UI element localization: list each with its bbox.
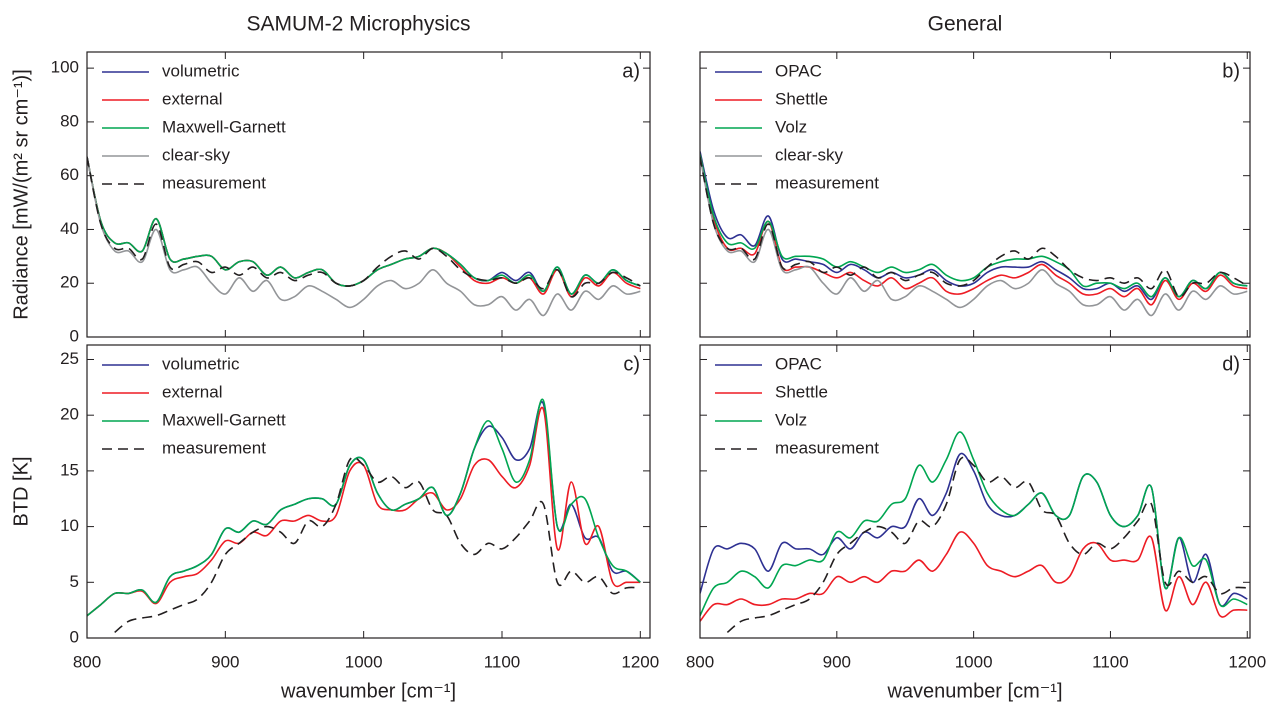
legend-label: volumetric: [162, 354, 240, 373]
legend-label: external: [162, 89, 222, 108]
legend-label: Maxwell-Garnett: [162, 117, 286, 136]
y-tick-label: 5: [70, 572, 79, 591]
y-tick-label: 10: [60, 516, 79, 535]
series-line: [700, 156, 1248, 317]
legend-label: measurement: [775, 438, 879, 457]
x-tick-label: 1200: [621, 652, 659, 671]
x-tick-label: 800: [73, 652, 101, 671]
x-tick-label: 1100: [1092, 652, 1129, 671]
series-line: [700, 154, 1248, 306]
series-line: [726, 456, 1248, 634]
panel-label: b): [1222, 60, 1240, 82]
legend-label: OPAC: [775, 354, 822, 373]
series-line: [700, 151, 1248, 301]
y-tick-label: 20: [60, 405, 79, 424]
legend-label: OPAC: [775, 61, 822, 80]
x-tick-label: 900: [823, 652, 851, 671]
x-tick-label: 800: [686, 652, 714, 671]
legend-label: Maxwell-Garnett: [162, 410, 286, 429]
legend-label: measurement: [162, 173, 266, 192]
y-tick-label: 15: [60, 460, 79, 479]
legend-label: external: [162, 382, 222, 401]
x-tick-label: 900: [211, 652, 239, 671]
legend-label: Shettle: [775, 89, 828, 108]
series-line: [87, 398, 641, 617]
y-tick-label: 0: [70, 627, 79, 646]
y-tick-label: 60: [60, 165, 79, 184]
legend-label: measurement: [162, 438, 266, 457]
x-tick-label: 1200: [1228, 652, 1266, 671]
x-tick-label: 1100: [484, 652, 521, 671]
y-tick-label: 80: [60, 111, 79, 130]
legend-label: Volz: [775, 410, 807, 429]
legend-label: clear-sky: [775, 145, 844, 164]
axes-frame: [86, 51, 651, 338]
column-title: General: [928, 13, 1003, 36]
x-axis-label: wavenumber [cm⁻¹]: [280, 680, 456, 702]
series-line: [87, 406, 641, 617]
legend-label: measurement: [775, 173, 879, 192]
x-tick-label: 1000: [345, 652, 383, 671]
series-line: [87, 156, 641, 298]
panel-label: a): [622, 60, 640, 82]
y-tick-label: 20: [60, 273, 79, 292]
panel-label: c): [623, 353, 640, 375]
x-axis-label: wavenumber [cm⁻¹]: [886, 680, 1062, 702]
y-tick-label: 25: [60, 349, 79, 368]
legend-label: Volz: [775, 117, 807, 136]
axes-frame: [86, 344, 651, 639]
y-axis-label: Radiance [mW/(m² sr cm⁻¹)]: [10, 69, 32, 320]
series-line: [700, 156, 1248, 298]
series-line: [700, 153, 1248, 298]
legend-label: volumetric: [162, 61, 240, 80]
series-line: [700, 531, 1248, 622]
plot-area: [87, 156, 641, 317]
y-axis-label: BTD [K]: [10, 456, 32, 526]
plot-area: [700, 431, 1248, 634]
column-title: SAMUM-2 Microphysics: [246, 13, 470, 36]
series-line: [700, 431, 1248, 617]
x-tick-label: 1000: [955, 652, 993, 671]
plot-area: [700, 151, 1248, 317]
axes-frame: [699, 51, 1251, 338]
y-tick-label: 0: [70, 326, 79, 345]
plot-area: [87, 398, 641, 634]
y-tick-label: 40: [60, 219, 79, 238]
axes-frame: [699, 344, 1251, 639]
y-tick-label: 100: [51, 58, 79, 77]
series-line: [114, 456, 641, 634]
series-line: [87, 156, 641, 317]
legend-label: clear-sky: [162, 145, 231, 164]
panel-label: d): [1222, 353, 1240, 375]
legend-label: Shettle: [775, 382, 828, 401]
